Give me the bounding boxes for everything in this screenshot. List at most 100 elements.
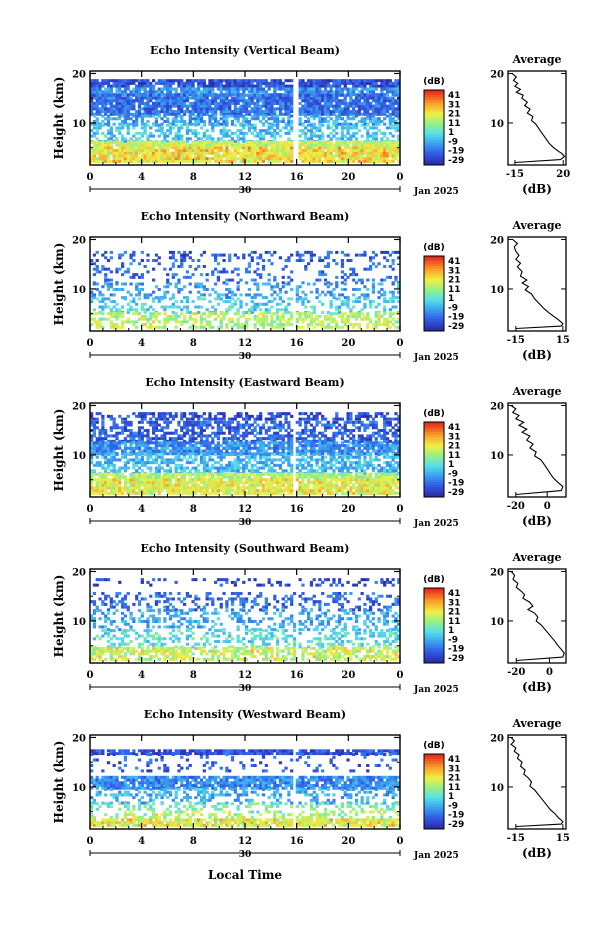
heatmap-cell bbox=[380, 93, 384, 97]
heatmap-cell bbox=[391, 117, 395, 121]
heatmap-cell bbox=[129, 256, 133, 260]
heatmap-cell bbox=[135, 458, 139, 462]
heatmap-cell bbox=[394, 101, 398, 105]
heatmap-cell bbox=[309, 151, 314, 155]
heatmap-cell bbox=[371, 148, 376, 152]
heatmap-cell bbox=[360, 79, 364, 83]
heatmap-cell bbox=[106, 151, 111, 155]
colorbar-segment bbox=[424, 105, 444, 108]
heatmap-cell bbox=[366, 123, 370, 127]
heatmap-cell bbox=[278, 314, 283, 318]
heatmap-cell bbox=[137, 312, 142, 316]
heatmap-cell bbox=[171, 110, 175, 114]
heatmap-cell bbox=[202, 112, 206, 116]
heatmap-cell bbox=[143, 93, 147, 97]
heatmap-cell bbox=[194, 320, 198, 324]
heatmap-cell bbox=[95, 90, 99, 94]
heatmap-cell bbox=[194, 437, 198, 441]
heatmap-cell bbox=[98, 441, 102, 445]
heatmap-cell bbox=[312, 148, 316, 152]
heatmap-cell bbox=[168, 469, 173, 473]
heatmap-cell bbox=[188, 148, 192, 152]
heatmap-cell bbox=[318, 93, 322, 97]
heatmap-cell bbox=[135, 446, 139, 450]
heatmap-cell bbox=[137, 101, 142, 105]
heatmap-cell bbox=[101, 305, 105, 309]
heatmap-cell bbox=[245, 140, 249, 144]
heatmap-cell bbox=[261, 81, 266, 85]
heatmap-cell bbox=[185, 428, 190, 432]
heatmap-cell bbox=[126, 308, 130, 312]
heatmap-cell bbox=[301, 90, 305, 94]
heatmap-cell bbox=[132, 320, 136, 324]
heatmap-cell bbox=[121, 287, 125, 291]
colorbar-tick-label: -19 bbox=[448, 147, 464, 157]
heatmap-cell bbox=[129, 446, 133, 450]
heatmap-cell bbox=[377, 101, 381, 105]
heatmap-cell bbox=[343, 112, 347, 116]
heatmap-cell bbox=[287, 129, 291, 133]
heatmap-cell bbox=[397, 104, 401, 108]
heatmap-cell bbox=[374, 146, 378, 150]
heatmap-cell bbox=[132, 151, 136, 155]
heatmap-cell bbox=[126, 270, 130, 274]
heatmap-cell bbox=[250, 90, 254, 94]
heatmap-cell bbox=[284, 112, 288, 116]
heatmap-cell bbox=[349, 157, 353, 161]
heatmap-cell bbox=[276, 99, 280, 103]
heatmap-cell bbox=[163, 478, 167, 482]
heatmap-cell bbox=[256, 104, 260, 108]
heatmap-cell bbox=[183, 420, 187, 424]
heatmap-cell bbox=[388, 159, 392, 163]
heatmap-cell bbox=[183, 259, 187, 263]
colorbar-segment bbox=[424, 328, 444, 332]
heatmap-cell bbox=[318, 159, 322, 163]
heatmap-cell bbox=[174, 99, 178, 103]
heatmap-cell bbox=[112, 323, 116, 327]
heatmap-cell bbox=[366, 293, 370, 297]
heatmap-cell bbox=[146, 412, 150, 416]
heatmap-cell bbox=[123, 417, 128, 421]
heatmap-cell bbox=[340, 126, 345, 130]
heatmap-cell bbox=[284, 290, 288, 294]
colorbar-segment bbox=[424, 127, 444, 131]
heatmap-cell bbox=[109, 99, 113, 103]
heatmap-cell bbox=[168, 431, 173, 435]
colorbar-segment bbox=[424, 261, 444, 264]
heatmap-cell bbox=[140, 302, 144, 306]
heatmap-cell bbox=[391, 154, 395, 158]
heatmap-cell bbox=[104, 93, 108, 97]
heatmap-cell bbox=[276, 285, 280, 289]
heatmap-cell bbox=[137, 131, 142, 135]
heatmap-cell bbox=[101, 114, 105, 118]
colorbar-segment bbox=[424, 321, 444, 324]
heatmap-cell bbox=[152, 300, 156, 304]
heatmap-cell bbox=[115, 491, 119, 495]
heatmap-cell bbox=[185, 129, 190, 133]
heatmap-cell bbox=[340, 131, 345, 135]
heatmap-cell bbox=[340, 293, 345, 297]
heatmap-cell bbox=[321, 259, 325, 263]
heatmap-cell bbox=[312, 99, 316, 103]
heatmap-cell bbox=[304, 96, 308, 100]
heatmap-cell bbox=[290, 129, 294, 133]
heatmap-cell bbox=[177, 119, 181, 123]
heatmap-cell bbox=[92, 126, 97, 130]
profile-x-axis-label: (dB) bbox=[522, 348, 552, 362]
heatmap-cell bbox=[90, 483, 94, 487]
heatmap-cell bbox=[171, 489, 175, 493]
heatmap-cell bbox=[143, 107, 147, 111]
heatmap-cell bbox=[180, 151, 184, 155]
heatmap-cell bbox=[332, 99, 336, 103]
heatmap-cell bbox=[315, 84, 319, 88]
heatmap-cell bbox=[115, 159, 119, 163]
heatmap-cell bbox=[323, 317, 328, 321]
heatmap-cell bbox=[371, 131, 376, 135]
heatmap-cell bbox=[332, 104, 336, 108]
heatmap-cell bbox=[98, 444, 102, 448]
heatmap-cell bbox=[338, 93, 342, 97]
heatmap-cell bbox=[109, 486, 113, 490]
heatmap-cell bbox=[149, 420, 153, 424]
heatmap-cell bbox=[183, 444, 187, 448]
heatmap-cell bbox=[352, 270, 356, 274]
